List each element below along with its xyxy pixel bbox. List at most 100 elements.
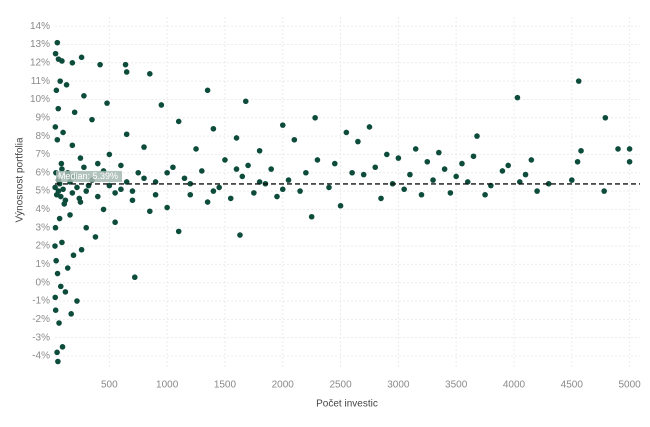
point	[69, 142, 76, 149]
point	[303, 169, 309, 176]
point	[312, 114, 318, 121]
point	[216, 184, 222, 191]
point	[366, 124, 373, 130]
y-tick-label: 11%	[31, 76, 50, 87]
point	[54, 349, 60, 356]
point	[59, 58, 65, 64]
point	[152, 191, 159, 198]
y-tick-label: -3%	[32, 332, 50, 343]
point	[52, 294, 59, 301]
point	[94, 160, 101, 167]
point	[308, 213, 315, 220]
point	[89, 116, 95, 123]
point	[62, 289, 69, 295]
point	[337, 202, 344, 209]
point	[568, 177, 575, 183]
point	[54, 136, 61, 143]
point	[106, 151, 113, 158]
point	[83, 224, 90, 231]
point	[210, 188, 217, 194]
point	[534, 188, 540, 194]
y-tick-label: 6%	[36, 167, 51, 178]
y-tick-label: 12%	[30, 57, 50, 68]
point	[251, 190, 257, 196]
point	[355, 138, 361, 145]
point	[158, 102, 165, 108]
point	[227, 195, 234, 202]
point	[578, 147, 584, 154]
point	[453, 173, 459, 180]
y-axis-title: Výnosnost portfolia	[15, 137, 26, 222]
point	[69, 190, 76, 196]
y-tick-label: 2%	[36, 241, 51, 252]
x-tick-label: 5000	[618, 380, 641, 391]
point	[147, 71, 153, 77]
point	[57, 78, 64, 84]
point	[372, 164, 379, 171]
point	[104, 100, 110, 106]
x-tick-label: 1500	[214, 380, 237, 391]
point	[59, 239, 65, 246]
point	[459, 160, 465, 167]
x-tick-label: 2000	[272, 380, 295, 391]
point	[123, 69, 130, 75]
point	[55, 105, 62, 112]
point	[528, 157, 535, 163]
point	[626, 158, 633, 165]
x-tick-label: 4000	[503, 380, 526, 391]
point	[343, 129, 350, 136]
point	[360, 171, 367, 178]
point	[242, 98, 249, 105]
point	[210, 125, 217, 132]
median-label-box	[56, 170, 122, 182]
point	[141, 144, 147, 150]
point	[482, 191, 488, 198]
median-label: Median: 5.39%	[58, 171, 118, 181]
point	[522, 171, 529, 178]
point	[175, 118, 182, 125]
point	[424, 158, 431, 165]
point	[129, 197, 136, 204]
point	[602, 114, 609, 121]
point	[181, 175, 188, 182]
point	[131, 274, 138, 281]
point	[59, 344, 66, 350]
point	[233, 135, 240, 141]
point	[170, 164, 176, 171]
point	[505, 162, 512, 169]
point	[436, 149, 442, 156]
point	[123, 131, 130, 138]
point	[615, 146, 621, 152]
point	[626, 146, 633, 152]
x-tick-label: 3500	[445, 380, 468, 391]
point	[53, 257, 59, 264]
y-tick-label: 4%	[36, 204, 51, 215]
point	[57, 283, 64, 290]
point	[274, 193, 280, 200]
point	[97, 61, 103, 68]
point	[326, 184, 332, 191]
point	[56, 320, 62, 326]
point	[52, 124, 59, 130]
point	[418, 191, 425, 198]
point	[412, 146, 419, 152]
y-tick-label: 10%	[30, 94, 50, 105]
point	[474, 133, 480, 139]
point	[63, 82, 70, 88]
y-tick-label: 8%	[36, 131, 51, 142]
point	[378, 195, 384, 202]
point	[53, 87, 60, 94]
point	[74, 298, 80, 304]
point	[164, 169, 170, 176]
point	[204, 199, 211, 205]
y-tick-label: -4%	[32, 351, 50, 362]
point	[55, 358, 61, 365]
x-tick-label: 1000	[156, 380, 179, 391]
point	[545, 180, 552, 187]
point	[122, 61, 129, 68]
point	[279, 122, 286, 128]
point	[74, 184, 80, 191]
point	[52, 224, 59, 231]
y-tick-label: 9%	[36, 112, 51, 123]
